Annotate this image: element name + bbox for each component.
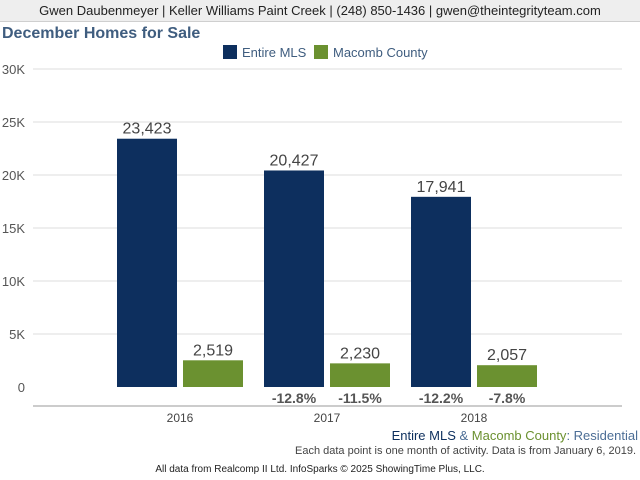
footer-series-legend: Entire MLS & Macomb County: Residential [392, 428, 638, 443]
agent-contact-header: Gwen Daubenmeyer | Keller Williams Paint… [0, 0, 640, 22]
legend-swatch-macomb-county [314, 45, 328, 59]
bar-value-label: 23,423 [123, 121, 172, 138]
footer-colon: : [566, 428, 574, 443]
y-axis: 0 5K 10K 15K 20K 25K 30K [2, 62, 25, 395]
bar-macomb-county-2018 [477, 365, 537, 387]
footer-series-macomb: Macomb County [471, 428, 567, 443]
yoy-change-label: -7.8% [489, 390, 526, 406]
y-tick-label: 10K [2, 274, 25, 289]
y-tick-label: 0 [18, 380, 25, 395]
y-tick-label: 5K [9, 327, 25, 342]
footer-series-entire-mls: Entire MLS [391, 428, 456, 443]
legend-label-entire-mls: Entire MLS [242, 45, 307, 60]
y-tick-label: 30K [2, 62, 25, 77]
legend-swatch-entire-mls [223, 45, 237, 59]
bar-value-label: 20,427 [270, 152, 319, 169]
bar-entire-mls-2018 [411, 196, 471, 387]
data-note: Each data point is one month of activity… [295, 445, 636, 457]
bar-value-label: 2,519 [193, 342, 233, 359]
chart-title: December Homes for Sale [2, 25, 201, 42]
bars [117, 138, 537, 387]
legend-label-macomb-county: Macomb County [333, 45, 428, 60]
bar-value-label: 2,057 [487, 347, 527, 364]
bar-value-label: 2,230 [340, 345, 380, 362]
bar-chart: 0 5K 10K 15K 20K 25K 30K 23,423 2,519 20,427 -12.… [2, 45, 622, 425]
bar-macomb-county-2016 [183, 360, 243, 387]
legend: Entire MLS Macomb County [223, 45, 428, 60]
x-tick-label: 2018 [461, 411, 488, 425]
yoy-change-label: -12.2% [419, 390, 464, 406]
x-tick-label: 2016 [167, 411, 194, 425]
y-tick-label: 20K [2, 168, 25, 183]
yoy-change-label: -11.5% [338, 390, 382, 406]
bar-entire-mls-2016 [117, 138, 177, 387]
data-labels: 23,423 2,519 20,427 -12.8% 2,230 -11.5% 17,941… [123, 121, 528, 406]
yoy-change-label: -12.8% [272, 390, 317, 406]
y-tick-label: 25K [2, 115, 25, 130]
bar-entire-mls-2017 [264, 170, 324, 387]
y-tick-label: 15K [2, 221, 25, 236]
bar-macomb-county-2017 [330, 363, 390, 387]
data-source: All data from Realcomp II Ltd. InfoSpark… [155, 464, 485, 475]
footer-segment: Residential [573, 428, 638, 443]
bar-value-label: 17,941 [417, 179, 466, 196]
footer-ampersand: & [455, 428, 472, 443]
x-axis: 2016 2017 2018 [33, 405, 622, 425]
x-tick-label: 2017 [314, 411, 341, 425]
